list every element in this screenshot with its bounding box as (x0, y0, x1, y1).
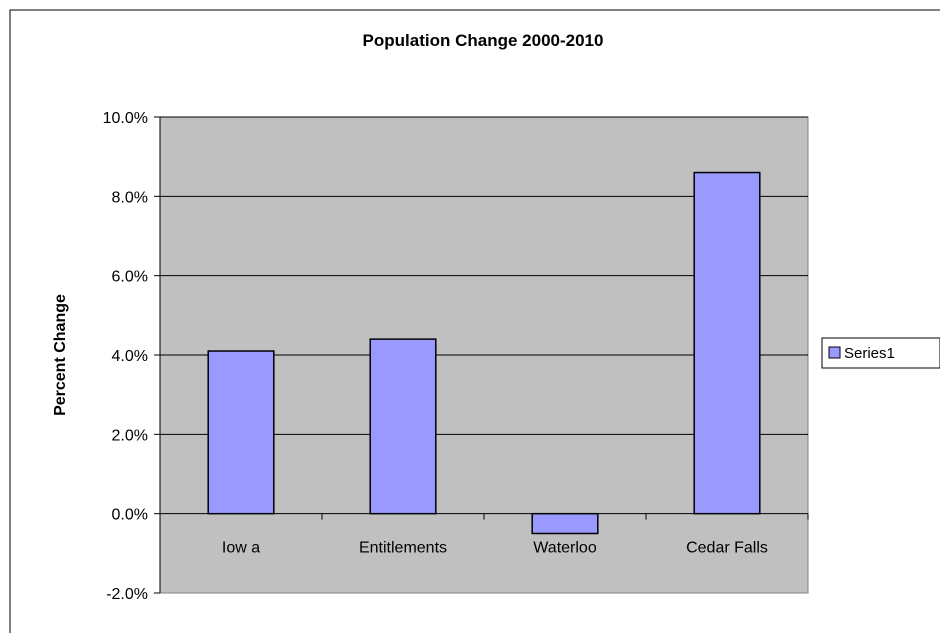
legend: Series1 (821, 337, 940, 369)
y-axis-ticks: -2.0% 0.0% 2.0% 4.0% 6.0% 8.0% 10.0% (103, 110, 160, 603)
y-tick-label: 4.0% (112, 348, 148, 365)
x-axis-tick-labels: Iow a Entitlements Waterloo Cedar Falls (222, 540, 768, 557)
bars (207, 171, 761, 535)
legend-swatch (828, 346, 841, 359)
x-tick-label: Iow a (222, 540, 260, 557)
x-tick-label: Entitlements (359, 540, 447, 557)
y-axis-label: Percent Change (52, 294, 69, 416)
y-tick-label: 2.0% (112, 427, 148, 444)
axes (159, 117, 809, 593)
legend-label: Series1 (844, 345, 895, 362)
bar-cedar-falls (693, 171, 761, 515)
bar-iow-a (207, 350, 275, 515)
chart-title: Population Change 2000-2010 (363, 31, 604, 50)
y-tick-label: -2.0% (106, 586, 148, 603)
y-tick-label: 6.0% (112, 269, 148, 286)
bar-entitlements (369, 338, 437, 515)
legend-box (821, 337, 940, 369)
x-tick-label: Waterloo (533, 540, 597, 557)
y-tick-label: 8.0% (112, 189, 148, 206)
y-tick-label: 0.0% (112, 507, 148, 524)
bar-waterloo (531, 512, 599, 535)
y-tick-label: 10.0% (103, 110, 148, 127)
x-tick-label: Cedar Falls (686, 540, 768, 557)
